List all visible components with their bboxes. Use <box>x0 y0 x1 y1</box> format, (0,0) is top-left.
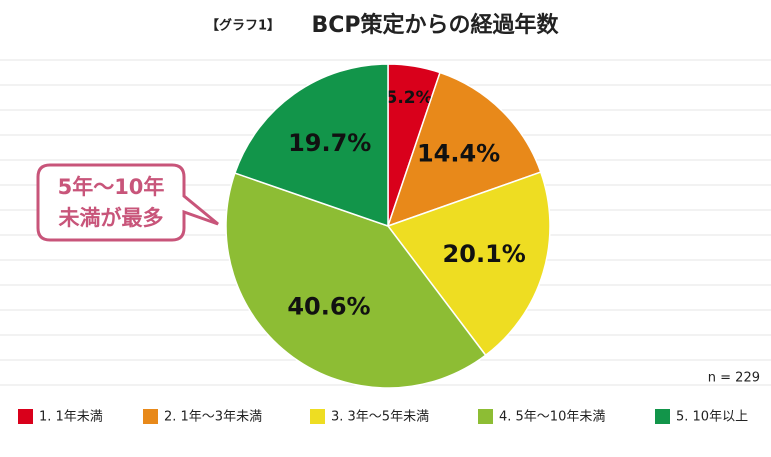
legend-label: 2. 1年～3年未満 <box>164 410 262 425</box>
chart-title: BCP策定からの経過年数 <box>311 12 559 38</box>
legend-label: 5. 10年以上 <box>676 410 748 425</box>
callout-line: 未満が最多 <box>59 206 164 230</box>
sample-size: n = 229 <box>708 371 760 386</box>
callout-line: 5年～10年 <box>58 175 165 199</box>
data-label: 20.1% <box>443 240 526 268</box>
pie-slice <box>233 63 389 228</box>
legend-swatch <box>655 409 670 424</box>
legend-swatch <box>310 409 325 424</box>
data-label: 19.7% <box>288 129 371 157</box>
callout: 5年～10年 未満が最多 <box>36 163 219 242</box>
pie-slice <box>386 171 551 357</box>
legend-swatch <box>478 409 493 424</box>
legend-label: 3. 3年～5年未満 <box>331 410 429 425</box>
legend-label: 1. 1年未満 <box>39 410 103 425</box>
data-label: 40.6% <box>287 292 370 320</box>
pie-slice <box>225 172 487 389</box>
data-label: 14.4% <box>417 140 500 168</box>
data-label: 5.2% <box>385 88 432 108</box>
pie-slice <box>386 71 542 228</box>
legend-label: 4. 5年～10年未満 <box>499 410 605 425</box>
title-prefix: 【グラフ1】 <box>206 18 280 34</box>
legend-swatch <box>18 409 33 424</box>
legend-swatch <box>143 409 158 424</box>
